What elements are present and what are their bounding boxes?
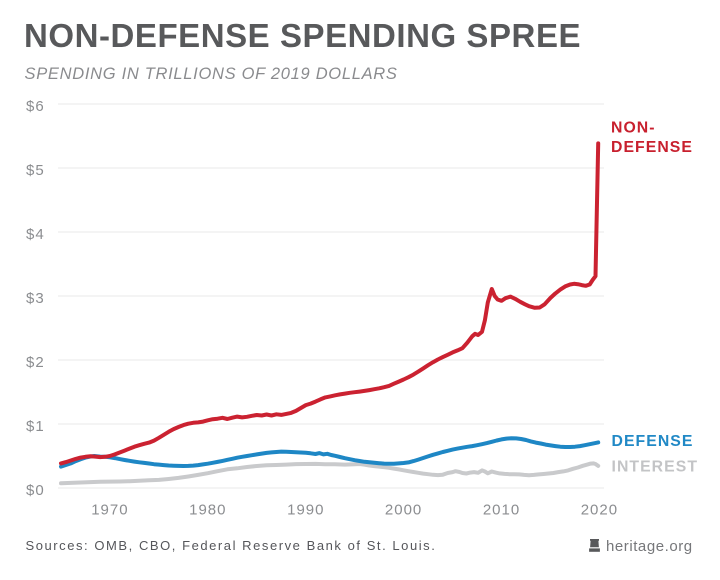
svg-text:1970: 1970 <box>91 502 128 519</box>
svg-text:$6: $6 <box>26 98 45 115</box>
svg-text:DEFENSE: DEFENSE <box>611 139 693 156</box>
svg-text:1990: 1990 <box>287 502 324 519</box>
svg-text:$1: $1 <box>26 418 45 435</box>
svg-text:2000: 2000 <box>385 502 422 519</box>
svg-text:$2: $2 <box>26 354 45 371</box>
svg-text:2020: 2020 <box>581 502 618 519</box>
svg-text:DEFENSE: DEFENSE <box>612 433 694 450</box>
svg-text:1980: 1980 <box>189 502 226 519</box>
svg-text:NON-: NON- <box>611 120 656 137</box>
svg-text:$4: $4 <box>26 226 45 243</box>
svg-text:$3: $3 <box>26 290 45 307</box>
svg-text:2010: 2010 <box>483 502 520 519</box>
svg-text:$0: $0 <box>26 482 45 499</box>
svg-text:$5: $5 <box>26 162 45 179</box>
svg-text:INTEREST: INTEREST <box>612 459 699 476</box>
